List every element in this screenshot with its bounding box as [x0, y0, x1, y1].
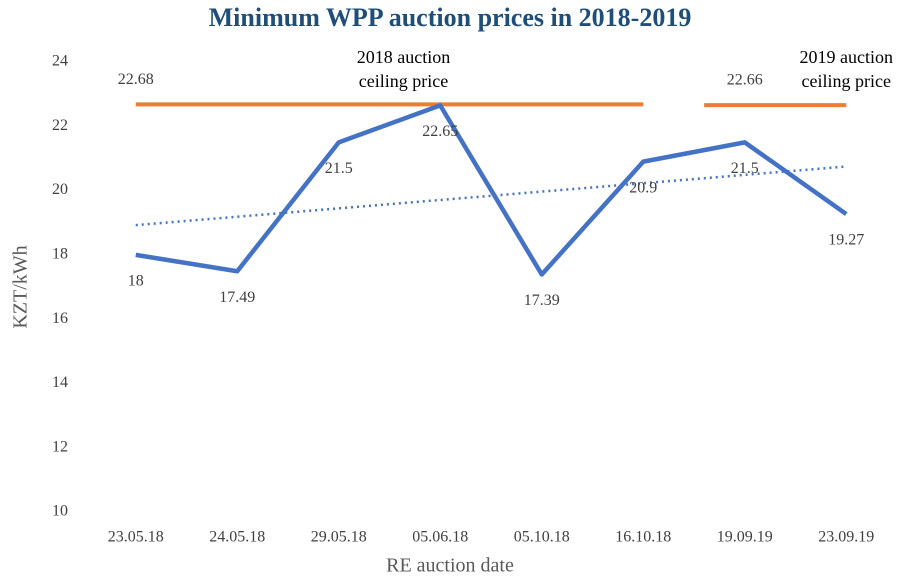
x-tick-label: 23.05.18: [108, 529, 164, 546]
y-tick-label: 22: [52, 117, 68, 134]
y-tick-label: 14: [52, 374, 68, 391]
chart-title: Minimum WPP auction prices in 2018-2019: [209, 3, 692, 32]
trend-line: [135, 165, 847, 227]
data-label: 17.39: [524, 292, 560, 309]
x-tick-label: 29.05.18: [311, 529, 367, 546]
ceiling-annotation: 2019 auction: [800, 47, 893, 67]
x-tick-label: 19.09.19: [717, 529, 773, 546]
data-label: 21.5: [731, 160, 759, 177]
y-tick-label: 16: [52, 310, 68, 327]
data-label: 22.65: [422, 123, 458, 140]
y-tick-label: 10: [52, 503, 68, 520]
data-label: 21.5: [325, 160, 353, 177]
ceiling-annotation: ceiling price: [802, 71, 891, 91]
x-tick-label: 23.09.19: [818, 529, 874, 546]
ceiling-annotation: ceiling price: [359, 71, 448, 91]
data-label: 17.49: [219, 289, 255, 306]
y-tick-label: 24: [52, 53, 68, 70]
data-label: 19.27: [828, 232, 864, 249]
y-tick-label: 20: [52, 181, 68, 198]
y-tick-label: 18: [52, 246, 68, 263]
x-tick-label: 05.06.18: [412, 529, 468, 546]
ceiling-annotation: 2018 auction: [357, 47, 450, 67]
data-label: 18: [128, 273, 144, 290]
data-label: 20.9: [629, 179, 657, 196]
ceiling-value-label: 22.68: [118, 71, 154, 88]
x-tick-label: 16.10.18: [615, 529, 671, 546]
ceiling-value-label: 22.66: [727, 72, 763, 89]
data-line: [135, 103, 848, 277]
x-axis-label: RE auction date: [386, 555, 514, 577]
y-tick-label: 12: [52, 438, 68, 455]
x-tick-label: 05.10.18: [514, 529, 570, 546]
x-tick-label: 24.05.18: [209, 529, 265, 546]
y-axis-label: KZT/kWh: [10, 245, 32, 328]
